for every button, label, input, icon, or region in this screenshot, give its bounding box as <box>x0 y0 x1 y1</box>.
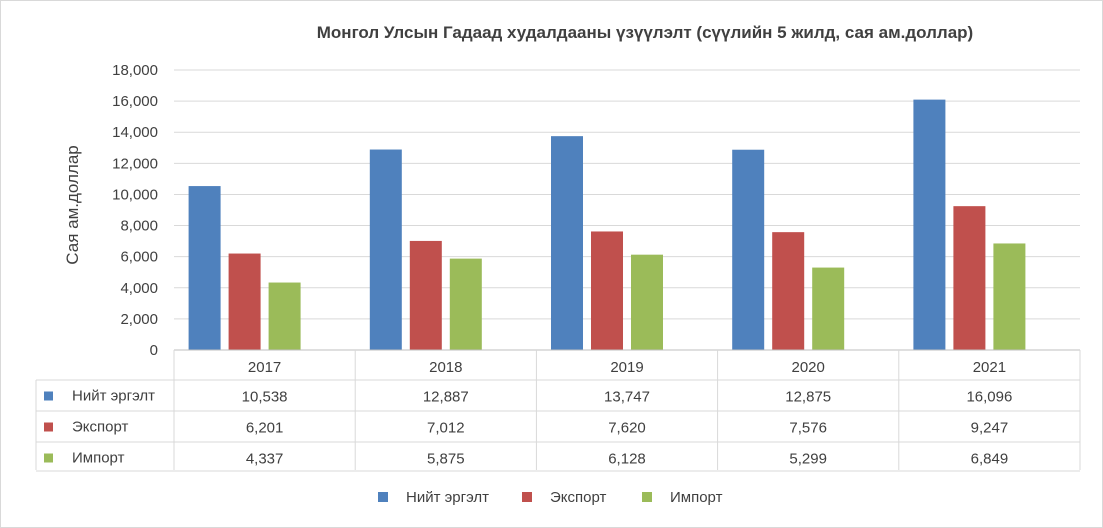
bar-экспорт-2021 <box>953 206 986 350</box>
table-legend-key <box>44 391 53 401</box>
data-label: 5,299 <box>789 451 827 468</box>
bar-нийт-эргэлт-2020 <box>732 149 765 350</box>
bar-импорт-2017 <box>268 282 301 350</box>
y-axis-label: Сая ам.доллар <box>63 145 82 264</box>
data-label: 5,875 <box>427 451 465 468</box>
bar-импорт-2020 <box>812 267 845 350</box>
y-axis-ticks: 0 2,000 4,000 6,000 8,000 10,000 12,000 14,000 1… <box>112 62 158 359</box>
data-label: 9,247 <box>971 420 1009 437</box>
y-tick-label: 12,000 <box>112 155 158 172</box>
bar-нийт-эргэлт-2017 <box>188 186 221 350</box>
y-tick-label: 8,000 <box>120 218 158 235</box>
table-legend-key <box>44 453 53 463</box>
y-tick-label: 0 <box>150 342 158 359</box>
y-tick-label: 14,000 <box>112 124 158 141</box>
bar-экспорт-2019 <box>591 231 623 350</box>
y-tick-label: 6,000 <box>120 249 158 266</box>
bar-нийт-эргэлт-2021 <box>913 99 946 351</box>
legend-key <box>522 492 532 502</box>
table-series-name: Экспорт <box>72 419 128 436</box>
data-label: 4,337 <box>246 451 284 468</box>
y-tick-label: 18,000 <box>112 62 158 79</box>
y-tick-label: 4,000 <box>120 280 158 297</box>
data-label: 7,576 <box>789 420 827 437</box>
bar-нийт-эргэлт-2019 <box>551 136 583 350</box>
data-label: 6,128 <box>608 451 646 468</box>
bar-нийт-эргэлт-2018 <box>369 149 402 350</box>
bars <box>188 99 1026 351</box>
chart-title: Монгол Улсын Гадаад худалдааны үзүүлэлт … <box>317 23 973 42</box>
x-tick-label: 2019 <box>610 359 643 376</box>
x-tick-label: 2018 <box>429 359 462 376</box>
table-series-name: Нийт эргэлт <box>72 388 155 405</box>
x-tick-label: 2021 <box>973 359 1006 376</box>
legend-label: Экспорт <box>550 489 606 506</box>
data-label: 7,012 <box>427 420 465 437</box>
bar-экспорт-2020 <box>772 232 805 350</box>
data-label: 10,538 <box>242 389 288 406</box>
data-label: 6,849 <box>971 451 1009 468</box>
legend-key <box>642 492 652 502</box>
data-table: 2017 2018 2019 2020 2021 Нийт эргэлт 10,538 12,… <box>35 349 1081 472</box>
bar-импорт-2019 <box>631 254 663 350</box>
bar-экспорт-2017 <box>228 253 261 350</box>
table-legend-key <box>44 422 53 432</box>
y-tick-label: 16,000 <box>112 93 158 110</box>
data-label: 6,201 <box>246 420 284 437</box>
data-label: 7,620 <box>608 420 646 437</box>
data-label: 12,875 <box>785 389 831 406</box>
data-label: 12,887 <box>423 389 469 406</box>
x-tick-label: 2017 <box>248 359 281 376</box>
legend-label: Импорт <box>670 489 723 506</box>
legend-label: Нийт эргэлт <box>406 489 489 506</box>
legend-key <box>378 492 388 502</box>
y-tick-label: 2,000 <box>120 311 158 328</box>
data-label: 16,096 <box>966 389 1012 406</box>
y-tick-label: 10,000 <box>112 186 158 203</box>
table-series-name: Импорт <box>72 450 125 467</box>
x-tick-label: 2020 <box>792 359 825 376</box>
data-label: 13,747 <box>604 389 650 406</box>
bar-экспорт-2018 <box>409 240 442 350</box>
bar-импорт-2021 <box>993 243 1026 350</box>
legend: Нийт эргэлт Экспорт Импорт <box>378 489 723 506</box>
bar-импорт-2018 <box>449 258 482 350</box>
